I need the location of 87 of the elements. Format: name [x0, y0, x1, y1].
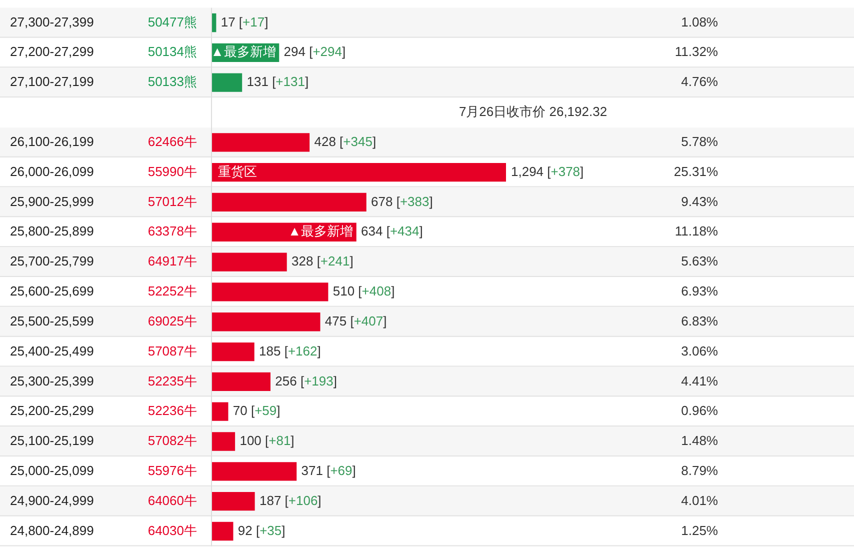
- text: 64917牛: [148, 254, 197, 269]
- text: 1.08%: [681, 14, 718, 30]
- y-tick-label: 27,200-27,299: [10, 44, 94, 60]
- data-label: 1,294 [+378]: [511, 164, 584, 179]
- text: 4.41%: [681, 373, 718, 388]
- y-tick-label: 25,200-25,299: [10, 403, 94, 418]
- y-tick-label: 25,300-25,399: [10, 373, 94, 388]
- text: 62466牛: [148, 134, 197, 149]
- text: 9.43%: [681, 194, 718, 209]
- bar: [212, 73, 242, 92]
- text: 52235牛: [148, 373, 197, 388]
- bar: [212, 162, 506, 182]
- y-tick-label: 25,000-25,099: [10, 463, 94, 478]
- text: 0.96%: [681, 403, 718, 418]
- text: 5.63%: [681, 254, 718, 269]
- text: 63378牛: [148, 224, 197, 239]
- text: 11.32%: [674, 44, 718, 60]
- bar: [212, 402, 228, 421]
- text: 1.48%: [681, 433, 718, 448]
- text: 5.78%: [681, 134, 718, 149]
- bar: [212, 462, 297, 481]
- text: 52236牛: [148, 403, 197, 418]
- text: 3.06%: [681, 343, 718, 358]
- y-tick-label: 25,100-25,199: [10, 433, 94, 448]
- text: 4.01%: [681, 492, 718, 508]
- annotation: ▲最多新增: [210, 44, 276, 60]
- data-label: 510 [+408]: [332, 284, 395, 299]
- annotation: 7月26日收市价 26,192.32: [458, 104, 608, 120]
- text: 52252牛: [148, 284, 197, 299]
- text: 64030牛: [148, 522, 197, 538]
- text: 57082牛: [148, 433, 197, 448]
- text: 6.93%: [681, 284, 718, 299]
- y-tick-label: 25,600-25,699: [10, 284, 94, 299]
- text: 69025牛: [148, 313, 197, 328]
- data-label: 428 [+345]: [314, 134, 376, 149]
- bar: [212, 252, 287, 272]
- y-tick-label: 26,000-26,099: [10, 164, 94, 179]
- annotation: ▲最多新增: [288, 224, 354, 239]
- text: 57012牛: [148, 194, 197, 209]
- y-tick-label: 27,300-27,399: [10, 14, 94, 30]
- y-tick-label: 26,100-26,199: [10, 134, 94, 149]
- y-tick-label: 25,500-25,599: [10, 313, 94, 328]
- bar: [212, 312, 320, 332]
- data-label: 256 [+193]: [275, 373, 337, 388]
- data-label: 475 [+407]: [324, 313, 387, 328]
- bar: [212, 342, 254, 362]
- text: 1.25%: [681, 522, 718, 538]
- text: 6.83%: [681, 313, 718, 328]
- data-label: 187 [+106]: [259, 492, 322, 508]
- text: 4.76%: [681, 74, 718, 90]
- y-tick-label: 24,800-24,899: [10, 522, 94, 538]
- text: 11.18%: [674, 224, 718, 239]
- data-label: 294 [+294]: [284, 44, 346, 60]
- data-label: 371 [+69]: [301, 463, 356, 478]
- bar: [212, 522, 234, 541]
- bar: [212, 133, 310, 152]
- annotation: 重货区: [218, 164, 257, 179]
- text: 50477熊: [148, 14, 197, 30]
- bar: [212, 192, 366, 212]
- y-tick-label: 25,700-25,799: [10, 254, 94, 269]
- text: 55976牛: [148, 463, 197, 478]
- data-label: 634 [+434]: [361, 224, 423, 239]
- data-label: 131 [+131]: [246, 74, 309, 90]
- text: 50133熊: [148, 74, 197, 90]
- y-tick-label: 27,100-27,199: [10, 74, 94, 90]
- y-tick-label: 25,800-25,899: [10, 224, 94, 239]
- bar: [212, 492, 255, 511]
- text: 25.31%: [674, 164, 718, 179]
- bar: [212, 13, 216, 32]
- bar: [212, 372, 270, 392]
- text: 55990牛: [148, 164, 197, 179]
- y-tick-label: 25,400-25,499: [10, 343, 94, 358]
- data-label: 100 [+81]: [240, 433, 294, 448]
- bar: [212, 282, 328, 302]
- text: 50134熊: [148, 44, 197, 60]
- text: 64060牛: [148, 492, 197, 508]
- data-label: 678 [+383]: [371, 194, 433, 209]
- y-tick-label: 25,900-25,999: [10, 194, 94, 209]
- data-label: 17 [+17]: [220, 14, 268, 30]
- y-tick-label: 24,900-24,999: [10, 492, 94, 508]
- text: 8.79%: [681, 463, 718, 478]
- data-label: 70 [+59]: [232, 403, 280, 418]
- data-label: 185 [+162]: [259, 343, 321, 358]
- bar: [212, 432, 236, 451]
- data-label: 328 [+241]: [292, 254, 354, 269]
- text: 57087牛: [148, 343, 197, 358]
- data-label: 92 [+35]: [238, 522, 286, 538]
